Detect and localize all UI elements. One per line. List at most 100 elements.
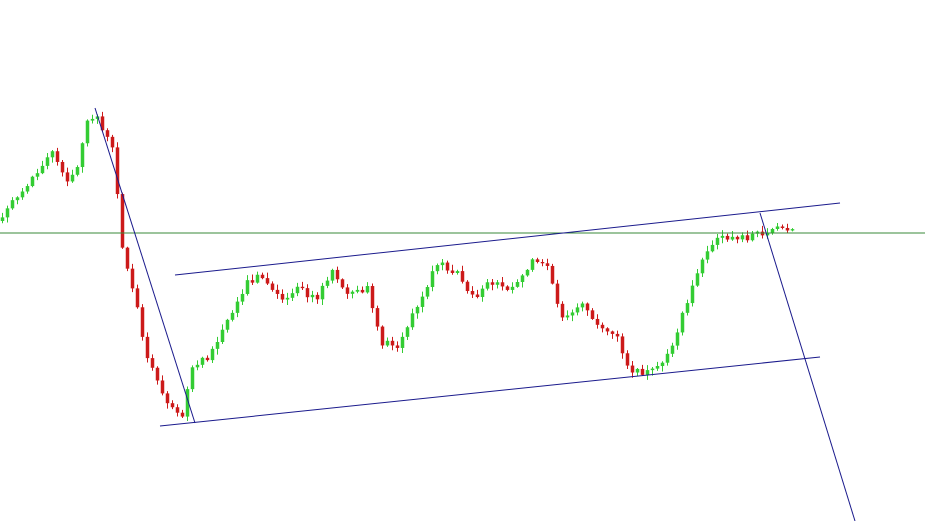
candle-bullish: [295, 282, 300, 297]
candle-body: [620, 336, 625, 354]
candle-bullish: [365, 282, 370, 294]
channel-upper-line: [174, 202, 841, 276]
candle-bearish: [540, 259, 545, 267]
candle-bearish: [175, 404, 180, 417]
candle-bullish: [705, 245, 710, 264]
candle-body: [205, 357, 210, 361]
candle-body: [380, 326, 385, 346]
candle-bearish: [265, 272, 270, 285]
candle-body: [600, 324, 605, 329]
candle-bearish: [120, 192, 125, 249]
candle-body: [525, 269, 530, 276]
candle-bullish: [635, 368, 640, 377]
candle-bullish: [0, 212, 5, 224]
candle-body: [670, 345, 675, 354]
candle-bullish: [15, 196, 20, 205]
candle-body: [530, 259, 535, 270]
candle-bullish: [20, 188, 25, 200]
candle-body: [705, 251, 710, 260]
candle-bearish: [595, 314, 600, 329]
candle-body: [785, 227, 790, 231]
candle-bearish: [460, 265, 465, 284]
candle-body: [215, 342, 220, 349]
candle-body: [635, 368, 640, 373]
candle-body: [245, 280, 250, 294]
candle-body: [195, 364, 200, 368]
candle-bearish: [250, 274, 255, 285]
candle-body: [325, 280, 330, 286]
candle-body: [610, 331, 615, 334]
candle-body: [440, 262, 445, 266]
candle-bearish: [60, 159, 65, 177]
candle-bearish: [375, 305, 380, 331]
candle-body: [35, 173, 40, 177]
candle-bearish: [305, 284, 310, 303]
candle-body: [415, 306, 420, 314]
candle-bullish: [675, 328, 680, 350]
candle-bullish: [580, 301, 585, 312]
candle-bullish: [425, 284, 430, 300]
candle-bearish: [725, 233, 730, 242]
candle-body: [100, 116, 105, 131]
candle-body: [515, 282, 520, 287]
candle-bearish: [165, 391, 170, 409]
candle-bearish: [280, 289, 285, 303]
candle-body: [120, 194, 125, 248]
candle-body: [490, 282, 495, 285]
candle-body: [535, 259, 540, 262]
candle-body: [30, 176, 35, 187]
candle-bearish: [590, 308, 595, 320]
candle-body: [225, 319, 230, 330]
candle-bullish: [30, 175, 35, 188]
candle-body: [190, 367, 195, 390]
candle-body: [700, 259, 705, 274]
candle-body: [475, 294, 480, 298]
candle-body: [80, 143, 85, 168]
candle-bullish: [255, 271, 260, 284]
candle-bearish: [205, 355, 210, 362]
candle-body: [150, 358, 155, 368]
candle-body: [480, 288, 485, 298]
candle-bullish: [50, 149, 55, 163]
candle-bullish: [665, 349, 670, 366]
candle-bearish: [560, 301, 565, 321]
candle-body: [110, 136, 115, 148]
candle-body: [520, 275, 525, 283]
candle-bullish: [645, 365, 650, 380]
candle-body: [220, 329, 225, 343]
candle-bullish: [325, 276, 330, 289]
candle-body: [55, 151, 60, 162]
candle-body: [95, 116, 100, 119]
candle-bullish: [700, 257, 705, 278]
candle-bearish: [545, 258, 550, 271]
candle-body: [585, 303, 590, 311]
candle-body: [560, 303, 565, 318]
candle-body: [350, 291, 355, 294]
candle-bullish: [200, 356, 205, 368]
candle-bullish: [495, 279, 500, 289]
candle-body: [270, 283, 275, 290]
candle-body: [430, 271, 435, 288]
candle-bullish: [420, 291, 425, 313]
candle-bullish: [195, 360, 200, 371]
candle-body: [260, 274, 265, 279]
candle-bearish: [395, 341, 400, 352]
candle-body: [75, 167, 80, 175]
candle-bearish: [550, 263, 555, 285]
breakdown-line: [759, 212, 856, 521]
candle-bullish: [190, 365, 195, 392]
candle-bullish: [410, 308, 415, 330]
candle-body: [495, 282, 500, 285]
candle-body: [210, 348, 215, 361]
candle-body: [60, 161, 65, 173]
candle-bearish: [270, 281, 275, 292]
candle-body: [385, 340, 390, 346]
candle-bearish: [345, 284, 350, 299]
candle-bearish: [115, 142, 120, 199]
candle-bullish: [350, 290, 355, 299]
candle-bullish: [85, 119, 90, 147]
candle-body: [640, 368, 645, 375]
candle-body: [85, 120, 90, 144]
